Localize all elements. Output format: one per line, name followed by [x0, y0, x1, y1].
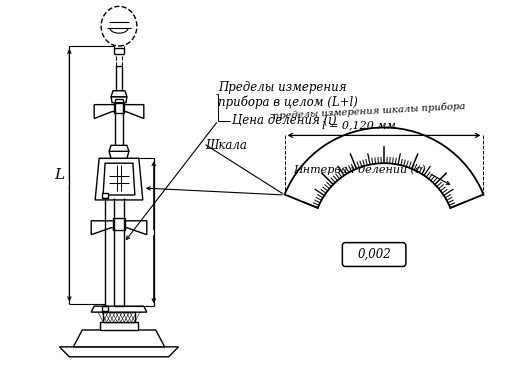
Polygon shape	[60, 347, 178, 357]
Text: Пределы измерения: Пределы измерения	[218, 81, 346, 94]
Bar	[113, 218, 125, 230]
Polygon shape	[109, 151, 129, 158]
Text: пределы измерения шкалы прибора: пределы измерения шкалы прибора	[272, 101, 465, 121]
FancyBboxPatch shape	[342, 242, 405, 267]
Bar	[103, 312, 134, 322]
Polygon shape	[111, 91, 127, 97]
Polygon shape	[91, 221, 119, 235]
Polygon shape	[95, 158, 143, 200]
Text: прибора в целом (L+l): прибора в целом (L+l)	[218, 96, 357, 109]
Polygon shape	[73, 330, 164, 347]
Text: Цена деления (i): Цена деления (i)	[232, 114, 336, 127]
Polygon shape	[94, 105, 119, 118]
Bar	[100, 322, 137, 330]
Polygon shape	[119, 221, 147, 235]
Text: L: L	[54, 168, 64, 182]
Text: Шкала: Шкала	[205, 139, 247, 152]
Polygon shape	[111, 97, 127, 103]
Polygon shape	[109, 145, 129, 151]
Bar	[114, 103, 124, 113]
Polygon shape	[103, 163, 134, 195]
Text: Интервал делений (с): Интервал делений (с)	[292, 165, 425, 175]
Bar	[102, 306, 108, 311]
Text: l = 0,120 мм: l = 0,120 мм	[322, 120, 395, 131]
Polygon shape	[119, 105, 144, 118]
Polygon shape	[91, 306, 147, 312]
Bar	[102, 193, 108, 198]
Text: 0,002: 0,002	[356, 248, 390, 261]
